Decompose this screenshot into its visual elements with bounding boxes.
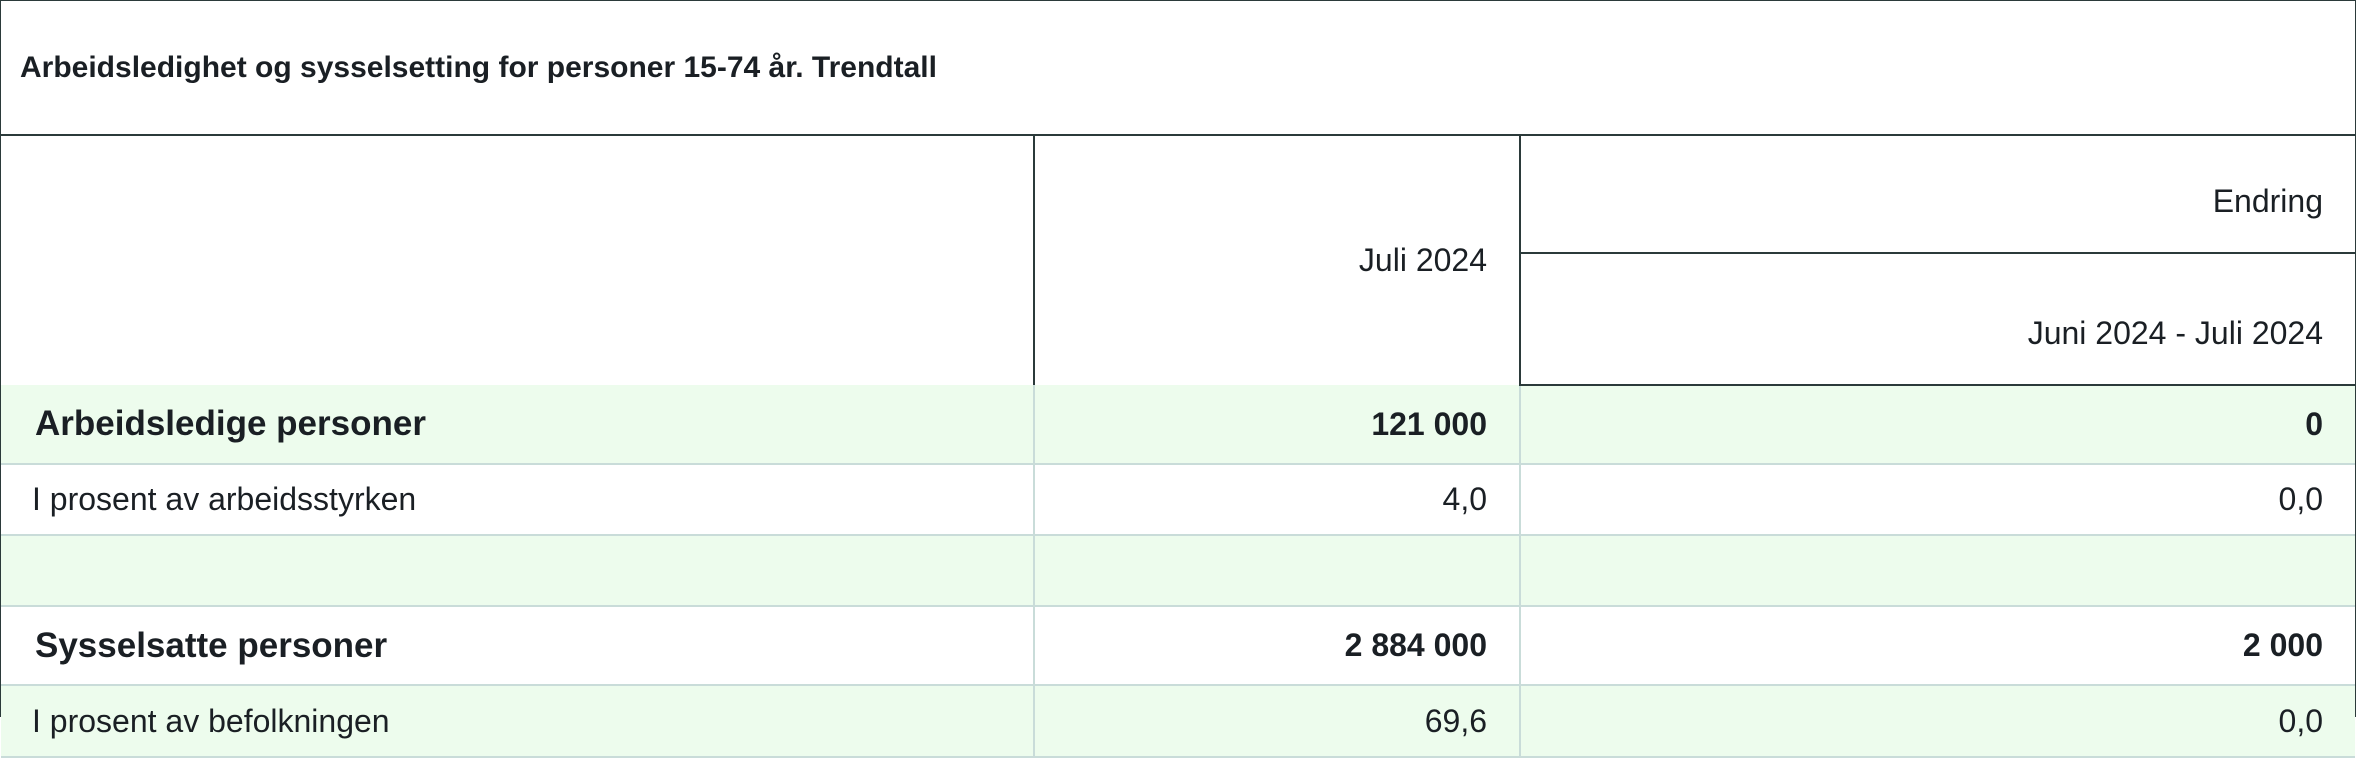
table-row-spacer <box>1 535 2355 607</box>
row-value: 4,0 <box>1034 464 1521 536</box>
header-empty-cell <box>1 136 1035 385</box>
table-row: I prosent av befolkningen 69,6 0,0 <box>1 685 2355 758</box>
row-label: I prosent av arbeidsstyrken <box>1 464 1035 536</box>
statistics-table: Juli 2024 Endring Juni 2024 - Juli 2024 … <box>1 136 2355 758</box>
header-change-period: Juni 2024 - Juli 2024 <box>1520 253 2355 386</box>
header-change-group: Endring <box>1520 136 2355 254</box>
row-change: 0,0 <box>1520 685 2355 758</box>
row-change <box>1520 535 2355 607</box>
table-row: I prosent av arbeidsstyrken 4,0 0,0 <box>1 464 2355 536</box>
table-row: Arbeidsledige personer 121 000 0 <box>1 385 2355 465</box>
row-label: I prosent av befolkningen <box>1 685 1035 758</box>
row-label <box>1 535 1035 607</box>
row-label: Arbeidsledige personer <box>1 385 1035 465</box>
row-change: 0,0 <box>1520 464 2355 536</box>
row-label: Sysselsatte personer <box>1 606 1035 686</box>
row-change: 0 <box>1520 385 2355 465</box>
row-value: 69,6 <box>1034 685 1521 758</box>
header-month: Juli 2024 <box>1034 136 1521 385</box>
row-value: 2 884 000 <box>1034 606 1521 686</box>
table-header: Juli 2024 Endring Juni 2024 - Juli 2024 <box>1 136 2355 386</box>
row-value <box>1034 535 1521 607</box>
table-row: Sysselsatte personer 2 884 000 2 000 <box>1 606 2355 686</box>
row-value: 121 000 <box>1034 385 1521 465</box>
table-body: Arbeidsledige personer 121 000 0 I prose… <box>1 385 2355 758</box>
table-caption: Arbeidsledighet og sysselsetting for per… <box>1 1 2355 136</box>
row-change: 2 000 <box>1520 606 2355 686</box>
